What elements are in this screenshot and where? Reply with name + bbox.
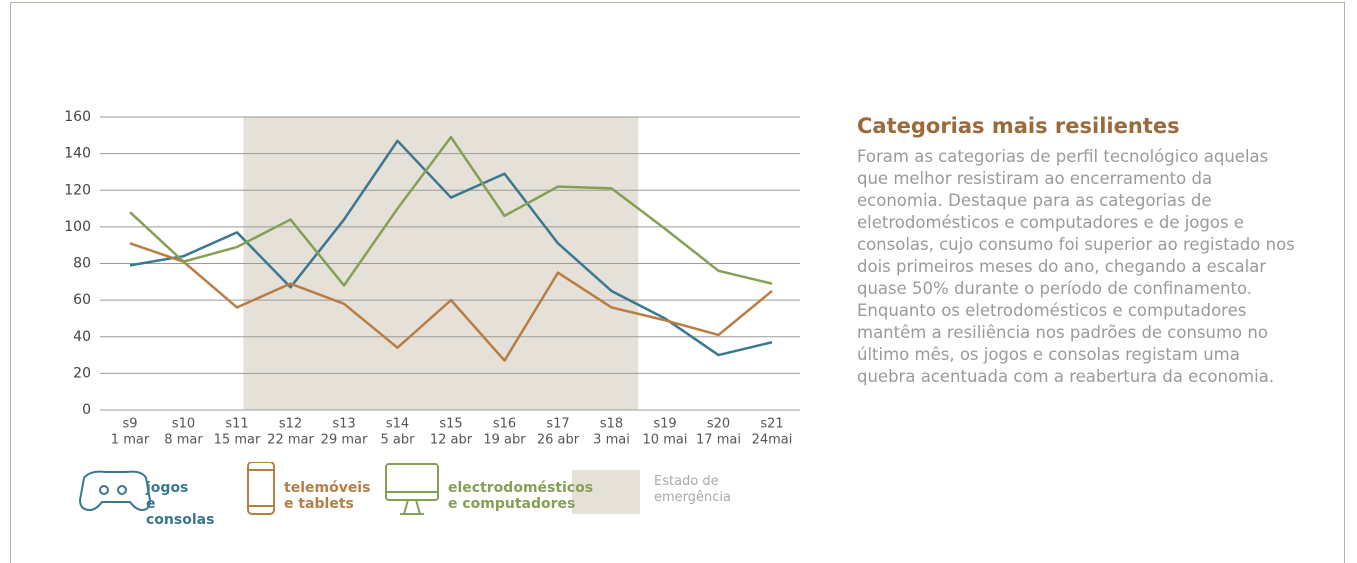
y-tick-label: 160 (64, 109, 91, 125)
x-tick-date: 22 mar (267, 433, 314, 448)
x-tick-label: s11 (225, 417, 248, 432)
legend-label: telemóveis e tablets (284, 480, 371, 512)
shade-swatch (572, 470, 640, 514)
y-tick-label: 20 (73, 365, 91, 381)
x-tick-label: s12 (279, 417, 302, 432)
y-tick-label: 140 (64, 146, 91, 162)
x-tick-date: 3 mai (593, 433, 630, 448)
x-tick-label: s21 (760, 417, 783, 432)
legend-label: jogos e consolas (146, 480, 215, 528)
x-tick-date: 26 abr (537, 433, 580, 448)
x-tick-date: 17 mai (696, 433, 741, 448)
x-tick-label: s14 (386, 417, 409, 432)
x-tick-label: s13 (332, 417, 355, 432)
x-tick-date: 29 mar (321, 433, 368, 448)
x-tick-label: s10 (172, 417, 195, 432)
x-tick-label: s16 (493, 417, 516, 432)
x-tick-date: 24mai (752, 433, 793, 448)
x-tick-date: 1 mar (111, 433, 150, 448)
icon-gamepad (78, 470, 152, 512)
series-line (129, 135, 773, 287)
icon-detail (400, 499, 424, 515)
x-tick-date: 10 mai (643, 433, 688, 448)
x-tick-date: 8 mar (164, 433, 203, 448)
x-tick-label: s15 (439, 417, 462, 432)
y-tick-label: 40 (73, 329, 91, 345)
icon-detail (117, 485, 127, 495)
shade-label: Estado de emergência (654, 474, 731, 505)
x-tick-date: 5 abr (381, 433, 416, 448)
series-line (129, 242, 773, 362)
y-tick-label: 80 (73, 256, 91, 272)
legend-label: electrodomésticos e computadores (448, 480, 594, 512)
x-tick-date: 12 abr (430, 433, 473, 448)
icon-detail (99, 485, 109, 495)
frame (10, 2, 1345, 563)
x-tick-label: s20 (707, 417, 730, 432)
x-tick-date: 19 abr (483, 433, 526, 448)
x-tick-label: s18 (600, 417, 623, 432)
x-tick-label: s17 (546, 417, 569, 432)
text-panel: Categorias mais resilientes Foram as cat… (857, 114, 1297, 388)
y-tick-label: 120 (64, 182, 91, 198)
y-tick-label: 100 (64, 219, 91, 235)
x-tick-label: s9 (122, 417, 137, 432)
legend-icons (78, 462, 640, 515)
panel-title: Categorias mais resilientes (857, 114, 1180, 138)
y-tick-label: 60 (73, 292, 91, 308)
y-tick-label: 0 (82, 402, 91, 418)
x-tick-label: s19 (653, 417, 676, 432)
x-tick-date: 15 mar (214, 433, 261, 448)
icon-phone (247, 462, 275, 515)
series-line (129, 139, 773, 357)
panel-text: Foram as categorias de perfil tecnológic… (857, 147, 1295, 386)
icon-monitor (385, 463, 439, 501)
